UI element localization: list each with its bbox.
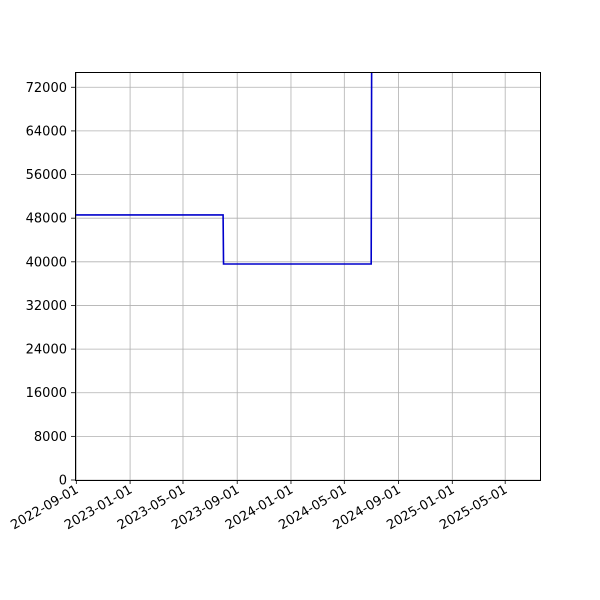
series-line [75, 71, 373, 265]
y-axis: 0 8000 16000 24000 32000 40000 48000 56000 64000… [26, 81, 75, 489]
y-tick-label: 40000 [26, 255, 67, 270]
y-tick-label: 32000 [26, 299, 67, 314]
y-tick-label: 16000 [26, 386, 67, 401]
series-layer [75, 71, 373, 265]
y-tick-label: 8000 [34, 430, 67, 445]
y-tick-label: 56000 [26, 168, 67, 183]
y-tick-label: 64000 [26, 124, 67, 139]
x-axis: 2022-09-012023-01-012023-05-012023-09-01… [8, 480, 510, 533]
y-tick-label: 72000 [26, 81, 67, 96]
y-tick-label: 0 [59, 474, 67, 489]
plot-frame [75, 72, 541, 481]
y-tick-label: 24000 [26, 343, 67, 358]
grid-lines [75, 72, 540, 481]
y-tick-label: 48000 [26, 212, 67, 227]
